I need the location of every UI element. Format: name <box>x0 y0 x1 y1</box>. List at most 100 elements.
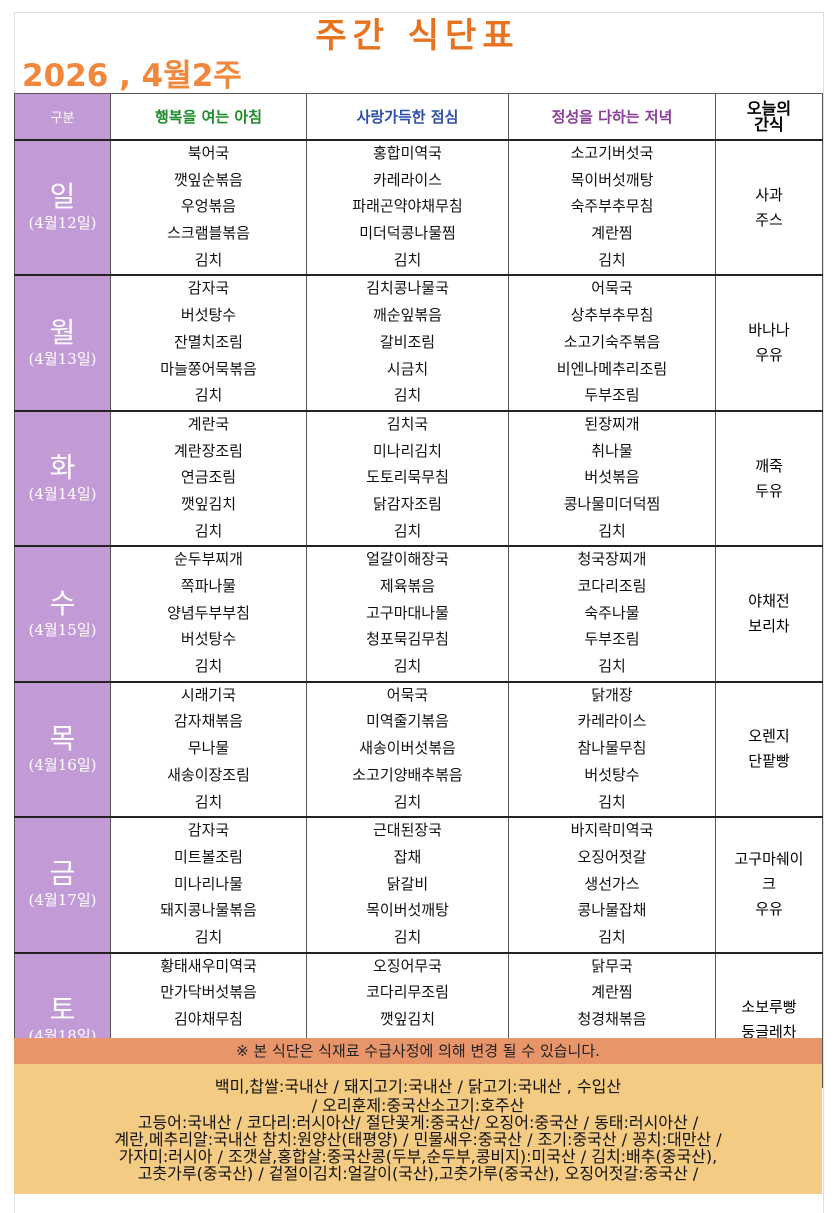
day-cell: 월 (4월13일) <box>14 274 111 412</box>
menu-item: 버섯탕수 <box>584 765 640 784</box>
menu-item: 김치 <box>598 250 626 269</box>
menu-item: 어묵국 <box>591 279 633 298</box>
day-name: 수 <box>49 586 76 620</box>
menu-item: 근대된장국 <box>372 821 442 840</box>
origin-line: 가자미:러시아 / 조갯살,홍합살:중국산콩(두부,순두부,콩비지):미국산 /… <box>118 1147 718 1166</box>
menu-item: 김치 <box>194 792 223 811</box>
snack-item: 오렌지 <box>748 727 790 746</box>
menu-item: 순두부찌개 <box>173 550 243 569</box>
breakfast-cell: 순두부찌개 쪽파나물 양념두부부침 버섯탕수 김치 <box>110 545 307 683</box>
menu-item: 김치콩나물국 <box>366 279 449 298</box>
menu-item: 김치 <box>194 250 223 269</box>
day-cell: 일 (4월12일) <box>14 138 111 276</box>
menu-body: 일 (4월12일) 북어국 깻잎순볶음 우엉볶음 스크램블볶음 김치 홍합미역국 카레라이스 파래… <box>14 138 823 1089</box>
snack-cell: 깨죽 두유 <box>715 409 823 547</box>
menu-item: 닭무국 <box>591 956 633 975</box>
menu-item: 도토리묵무침 <box>366 468 449 487</box>
menu-item: 미나리김치 <box>372 441 442 460</box>
menu-item: 파래곤약야채무침 <box>352 197 463 216</box>
snack-item: 단팥빵 <box>748 752 790 771</box>
breakfast-cell: 계란국 계란장조림 연금조림 깻잎김치 김치 <box>110 409 307 547</box>
menu-item: 잔멸치조림 <box>173 332 243 351</box>
day-row: 일 (4월12일) 북어국 깻잎순볶음 우엉볶음 스크램블볶음 김치 홍합미역국 카레라이스 파래… <box>14 138 823 276</box>
snack-item: 소보루빵 <box>741 998 797 1017</box>
menu-item: 콩나물미더덕찜 <box>563 494 661 513</box>
menu-item: 계란찜 <box>591 224 633 243</box>
snack-item: 야채전 <box>748 592 790 611</box>
menu-item: 돼지콩나물볶음 <box>160 901 257 920</box>
menu-item: 김치 <box>194 386 223 405</box>
dinner-cell: 된장찌개 취나물 버섯볶음 콩나물미더덕찜 김치 <box>508 409 716 547</box>
menu-item: 갈비조림 <box>379 332 436 351</box>
menu-item: 김치 <box>194 657 223 676</box>
header-breakfast: 행복을 여는 아침 <box>110 93 307 141</box>
menu-item: 우엉볶음 <box>180 197 237 216</box>
header-row: 구분 행복을 여는 아침 사랑가득한 점심 정성을 다하는 저녁 오늘의 간식 <box>14 93 823 141</box>
dinner-cell: 소고기버섯국 목이버섯깨탕 숙주부추무침 계란찜 김치 <box>508 138 716 276</box>
breakfast-cell: 시래기국 감자채볶음 무나물 새송이장조림 김치 <box>110 680 307 818</box>
menu-item: 새송이장조림 <box>167 765 250 784</box>
menu-item: 카레라이스 <box>577 712 647 731</box>
day-date: (4월14일) <box>28 485 97 504</box>
menu-item: 숙주나물 <box>584 603 640 622</box>
dinner-cell: 청국장찌개 코다리조림 숙주나물 두부조림 김치 <box>508 545 716 683</box>
menu-item: 소고기숙주볶음 <box>563 332 661 351</box>
menu-item: 비엔나메추리조림 <box>556 359 668 378</box>
menu-item: 김치 <box>598 927 626 946</box>
menu-item: 코다리무조림 <box>366 983 449 1002</box>
menu-item: 김치 <box>393 386 422 405</box>
menu-item: 홍합미역국 <box>372 144 442 162</box>
menu-item: 북어국 <box>187 144 230 162</box>
day-name: 목 <box>49 721 76 755</box>
menu-item: 김치 <box>393 792 422 811</box>
menu-table: 구분 행복을 여는 아침 사랑가득한 점심 정성을 다하는 저녁 오늘의 간식 … <box>14 93 823 1089</box>
lunch-cell: 김치콩나물국 깨순잎볶음 갈비조림 시금치 김치 <box>306 274 509 412</box>
menu-item: 김야채무침 <box>173 1010 243 1028</box>
day-name: 토 <box>49 992 76 1026</box>
origin-line: 백미,찹쌀:국내산 / 돼지고기:국내산 / 닭고기:국내산 , 수입산 <box>214 1077 622 1096</box>
menu-item: 생선가스 <box>584 874 640 893</box>
menu-item: 깻잎김치 <box>379 1010 436 1028</box>
header-lunch: 사랑가득한 점심 <box>306 93 509 141</box>
dinner-cell: 바지락미역국 오징어젓갈 생선가스 콩나물잡채 김치 <box>508 816 716 954</box>
snack-cell: 야채전 보리차 <box>715 545 823 683</box>
menu-item: 버섯탕수 <box>180 306 237 325</box>
snack-item: 둥글레차 <box>741 1023 797 1042</box>
menu-item: 상추부추무침 <box>570 306 654 325</box>
menu-item: 김치 <box>598 657 626 676</box>
menu-item: 고구마대나물 <box>366 603 449 622</box>
menu-item: 시금치 <box>386 359 429 378</box>
header-dinner: 정성을 다하는 저녁 <box>508 93 716 141</box>
day-row: 화 (4월14일) 계란국 계란장조림 연금조림 깻잎김치 김치 김치국 미나리김치 도토리묵무침… <box>14 409 823 547</box>
day-name: 화 <box>49 451 76 485</box>
day-cell: 수 (4월15일) <box>14 545 111 683</box>
snack-item: 사과 <box>755 185 783 204</box>
menu-item: 목이버섯깨탕 <box>366 901 449 920</box>
menu-item: 코다리조림 <box>577 577 647 595</box>
day-row: 목 (4월16일) 시래기국 감자채볶음 무나물 새송이장조림 김치 어묵국 미역줄기볶음 새송이… <box>14 680 823 818</box>
week-label: 2026 , 4월2주 <box>22 58 242 94</box>
menu-item: 깻잎순볶음 <box>173 170 243 189</box>
header-gubun: 구분 <box>14 93 111 141</box>
menu-item: 연금조림 <box>180 468 237 487</box>
snack-cell: 고구마쉐이 크 우유 <box>715 816 823 954</box>
snack-item: 우유 <box>755 900 783 919</box>
menu-item: 계란장조림 <box>173 441 243 460</box>
menu-item: 김치 <box>598 792 626 811</box>
day-cell: 목 (4월16일) <box>14 680 111 818</box>
menu-item: 스크램블볶음 <box>167 224 250 243</box>
day-row: 월 (4월13일) 감자국 버섯탕수 잔멸치조림 마늘쫑어묵볶음 김치 김치콩나물국 깨순잎볶음… <box>14 274 823 412</box>
page-title: 주간 식단표 <box>315 16 520 56</box>
menu-item: 버섯볶음 <box>584 468 640 487</box>
menu-item: 두부조림 <box>584 386 640 405</box>
snack-item: 주스 <box>755 210 783 229</box>
menu-item: 김치 <box>393 250 422 269</box>
menu-item: 청포묵김무침 <box>366 630 449 649</box>
day-date: (4월17일) <box>28 891 97 910</box>
menu-item: 참나물무침 <box>577 739 647 758</box>
origin-info: 백미,찹쌀:국내산 / 돼지고기:국내산 / 닭고기:국내산 , 수입산 / 오리… <box>14 1064 822 1194</box>
